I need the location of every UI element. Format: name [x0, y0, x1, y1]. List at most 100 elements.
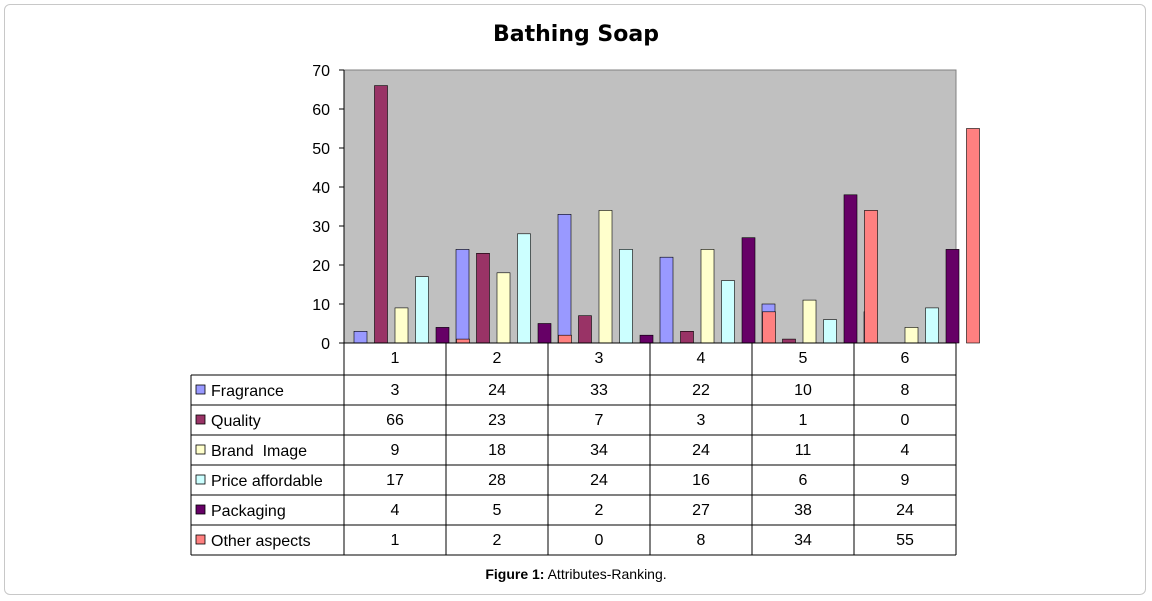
- data-label: 5: [493, 502, 502, 519]
- bar: [864, 210, 878, 344]
- legend-label: Fragrance: [211, 383, 284, 400]
- data-label: 28: [488, 472, 506, 489]
- bar: [456, 338, 470, 344]
- data-label: 66: [386, 412, 404, 429]
- bar: [721, 280, 735, 344]
- data-label: 16: [692, 472, 710, 489]
- bar: [455, 249, 470, 344]
- data-label: 17: [386, 472, 404, 489]
- bar: [639, 334, 654, 344]
- legend-swatch: [195, 534, 206, 545]
- data-label: 55: [896, 532, 914, 549]
- data-label: 2: [493, 532, 502, 549]
- data-label: 10: [794, 382, 812, 399]
- y-tick-label: 60: [312, 102, 330, 119]
- data-label: 8: [697, 532, 706, 549]
- x-tick-label: 6: [901, 350, 910, 367]
- legend-swatch: [195, 474, 206, 485]
- x-tick-label: 4: [697, 350, 706, 367]
- caption-text: Attributes-Ranking.: [547, 566, 667, 582]
- data-label: 3: [391, 382, 400, 399]
- bar: [517, 233, 531, 344]
- data-label: 23: [488, 412, 506, 429]
- legend-swatch: [195, 414, 206, 425]
- data-label: 34: [590, 442, 608, 459]
- chart-title: Bathing Soap: [493, 22, 659, 47]
- data-label: 6: [799, 472, 808, 489]
- data-label: 4: [391, 502, 400, 519]
- data-label: 4: [901, 442, 910, 459]
- y-tick-label: 10: [312, 297, 330, 314]
- data-label: 9: [901, 472, 910, 489]
- data-label: 0: [901, 412, 910, 429]
- legend-label: Price affordable: [211, 473, 323, 490]
- data-label: 3: [697, 412, 706, 429]
- legend-label: Brand Image: [211, 443, 307, 460]
- y-tick-label: 20: [312, 258, 330, 275]
- legend-label: Quality: [211, 413, 261, 430]
- bar: [537, 323, 552, 344]
- figure-caption: Figure 1: Attributes-Ranking.: [0, 566, 1152, 582]
- data-label: 18: [488, 442, 506, 459]
- bar: [598, 210, 613, 344]
- data-label: 24: [896, 502, 914, 519]
- bar: [966, 128, 980, 344]
- caption-label: Figure 1:: [485, 566, 545, 582]
- bar: [435, 327, 450, 344]
- figure-frame: [4, 4, 1146, 595]
- legend-label: Packaging: [211, 503, 286, 520]
- data-label: 24: [590, 472, 608, 489]
- x-tick-label: 2: [493, 350, 502, 367]
- bar: [782, 338, 796, 344]
- data-label: 22: [692, 382, 710, 399]
- bar: [945, 249, 960, 344]
- bar: [353, 330, 368, 344]
- legend-label: Other aspects: [211, 533, 311, 550]
- x-tick-label: 1: [391, 350, 400, 367]
- y-tick-label: 50: [312, 141, 330, 158]
- data-label: 33: [590, 382, 608, 399]
- data-label: 24: [488, 382, 506, 399]
- data-label: 1: [799, 412, 808, 429]
- bar: [762, 311, 776, 344]
- bar: [558, 334, 572, 344]
- data-label: 34: [794, 532, 812, 549]
- y-tick-label: 0: [321, 336, 330, 353]
- legend-swatch: [195, 384, 206, 395]
- x-tick-label: 3: [595, 350, 604, 367]
- bar: [619, 249, 633, 344]
- bar: [415, 276, 429, 344]
- data-label: 11: [795, 442, 812, 459]
- bar: [476, 253, 490, 344]
- bar: [925, 307, 939, 344]
- bar: [659, 256, 674, 344]
- bar: [700, 249, 715, 344]
- bar: [843, 194, 858, 344]
- bar: [823, 319, 837, 344]
- bar: [374, 85, 388, 344]
- data-label: 7: [595, 412, 604, 429]
- data-label: 9: [391, 442, 400, 459]
- data-label: 1: [391, 532, 400, 549]
- bar: [680, 330, 694, 344]
- data-label: 8: [901, 382, 910, 399]
- y-tick-label: 30: [312, 219, 330, 236]
- data-label: 27: [692, 502, 710, 519]
- data-label: 24: [692, 442, 710, 459]
- bar: [904, 327, 919, 344]
- y-tick-label: 70: [312, 63, 330, 80]
- legend-swatch: [195, 504, 206, 515]
- bar: [557, 214, 572, 344]
- legend-swatch: [195, 444, 206, 455]
- data-label: 0: [595, 532, 604, 549]
- data-label: 38: [794, 502, 812, 519]
- bar: [496, 272, 511, 344]
- bar: [802, 299, 817, 344]
- data-label: 2: [595, 502, 604, 519]
- bar: [578, 315, 592, 344]
- x-tick-label: 5: [799, 350, 808, 367]
- y-tick-label: 40: [312, 180, 330, 197]
- bar: [394, 307, 409, 344]
- bar: [741, 237, 756, 344]
